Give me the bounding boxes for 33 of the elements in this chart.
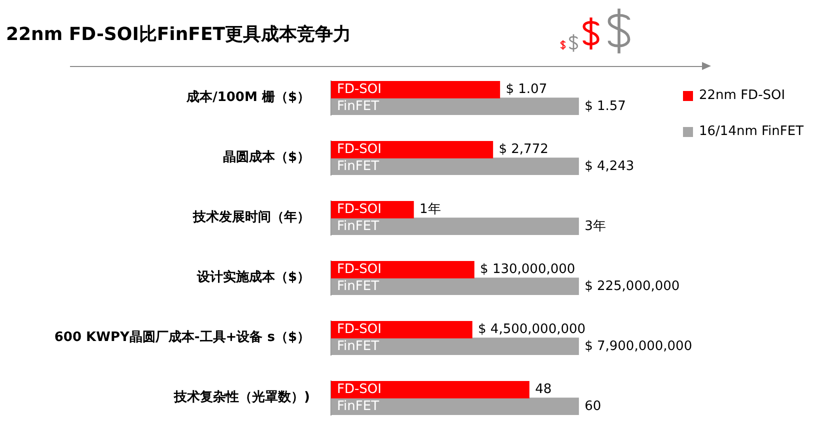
y-axis-title: 设计实施成本（$）: [196, 268, 310, 287]
y-tick-label: FD-SOI: [337, 142, 382, 157]
y-tick-label: FinFET: [337, 278, 380, 294]
y-tick-label: FD-SOI: [337, 82, 382, 97]
y-tick-label: FD-SOI: [337, 202, 382, 217]
y-tick-label: FD-SOI: [337, 322, 382, 337]
y-axis-title: 技术复杂性（光罩数）): [174, 389, 310, 407]
legend-label: 16/14nm FinFET: [699, 124, 804, 139]
y-tick-label: FinFET: [337, 338, 380, 354]
data-label: $ 130,000,000: [480, 262, 576, 277]
data-label: $ 4,500,000,000: [478, 322, 586, 337]
data-label: $ 4,243: [584, 158, 634, 174]
y-tick-label: FD-SOI: [337, 262, 382, 277]
text: 22nm FD-SOI比FinFET更具成本竞争力: [6, 23, 352, 46]
y-tick-label: FinFET: [337, 398, 380, 414]
y-tick-label: FD-SOI: [337, 382, 382, 397]
y-axis-title: 技术发展时间（年）: [193, 209, 310, 227]
y-tick-label: FinFET: [337, 218, 380, 234]
data-label: $ 7,900,000,000: [584, 338, 692, 354]
data-label: $ 1.07: [506, 82, 548, 97]
data-label: 3年: [584, 218, 606, 234]
data-label: $ 1.57: [584, 98, 626, 114]
y-axis-title: 成本/100M 栅（$）: [186, 89, 310, 107]
data-label: $ 2,772: [498, 142, 548, 157]
y-tick-label: FinFET: [337, 98, 380, 114]
data-label: 48: [535, 382, 552, 397]
legend-label: 22nm FD-SOI: [699, 88, 786, 103]
y-tick-label: FinFET: [337, 158, 380, 174]
data-label: $ 225,000,000: [584, 278, 680, 294]
y-axis-title: 600 KWPY晶圆厂成本-工具+设备 s（$）: [54, 329, 310, 347]
data-label: 60: [584, 398, 602, 414]
y-axis-title: 晶圆成本（$）: [222, 149, 310, 167]
data-label: 1年: [420, 202, 441, 217]
